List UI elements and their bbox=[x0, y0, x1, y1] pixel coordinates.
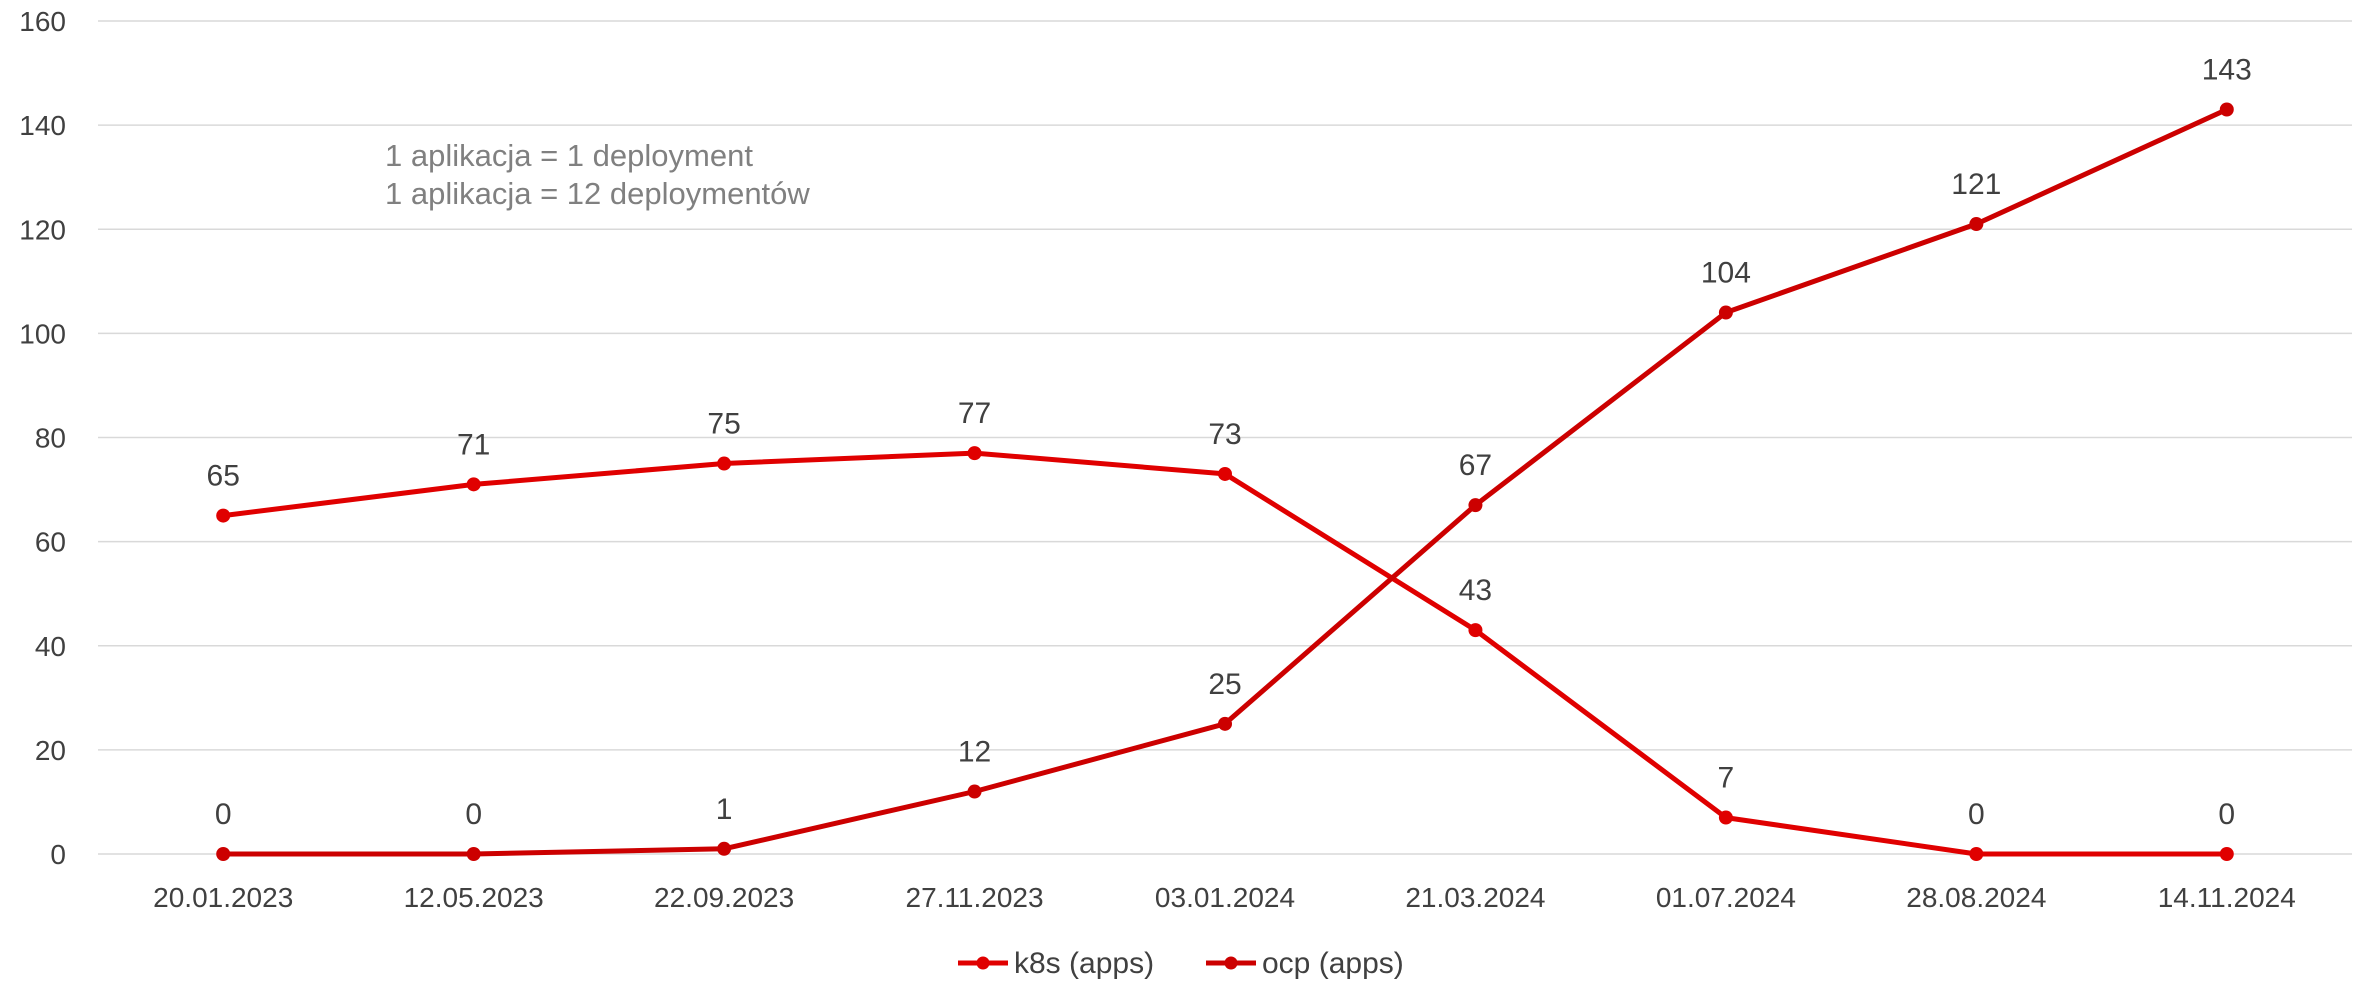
legend-label-k8s: k8s (apps) bbox=[1014, 947, 1154, 980]
data-point bbox=[1718, 810, 1733, 825]
x-tick-label: 12.05.2023 bbox=[404, 882, 544, 913]
data-point bbox=[216, 847, 231, 861]
legend-label-ocp: ocp (apps) bbox=[1262, 947, 1404, 980]
x-tick-label: 01.07.2024 bbox=[1656, 882, 1796, 913]
y-tick-label: 160 bbox=[19, 6, 66, 37]
data-point bbox=[717, 456, 732, 471]
series-line-0 bbox=[222, 450, 2227, 857]
data-point bbox=[1468, 623, 1483, 638]
data-point bbox=[1218, 716, 1232, 731]
y-axis-tick-labels: 0 20 40 60 80 100 120 140 160 bbox=[19, 6, 66, 870]
legend-marker-ocp bbox=[1224, 956, 1238, 970]
data-label: 104 bbox=[1701, 257, 1751, 290]
data-label: 0 bbox=[465, 798, 482, 831]
series-lines bbox=[216, 102, 2234, 861]
data-point bbox=[1969, 847, 1984, 861]
y-tick-label: 0 bbox=[50, 839, 66, 870]
y-tick-label: 40 bbox=[35, 631, 66, 662]
data-label: 65 bbox=[207, 460, 240, 493]
x-tick-label: 21.03.2024 bbox=[1405, 882, 1545, 913]
data-label: 0 bbox=[2218, 798, 2235, 831]
data-point bbox=[466, 847, 481, 861]
x-tick-label: 22.09.2023 bbox=[654, 882, 794, 913]
gridlines bbox=[98, 20, 2352, 855]
data-point bbox=[1718, 305, 1733, 320]
x-tick-label: 20.01.2023 bbox=[153, 882, 293, 913]
x-tick-label: 14.11.2024 bbox=[2158, 882, 2296, 913]
data-point bbox=[967, 784, 982, 799]
legend-marker-k8s bbox=[976, 956, 990, 970]
data-label: 73 bbox=[1208, 418, 1241, 451]
y-tick-label: 100 bbox=[19, 318, 66, 349]
data-point bbox=[717, 841, 732, 856]
data-label: 1 bbox=[716, 793, 733, 826]
data-point bbox=[967, 446, 982, 461]
data-label: 25 bbox=[1208, 668, 1241, 701]
data-label: 77 bbox=[958, 397, 991, 430]
x-axis-tick-labels: 20.01.2023 12.05.2023 22.09.2023 27.11.2023… bbox=[153, 882, 2296, 913]
annotation-line-1: 1 aplikacja = 1 deployment bbox=[385, 138, 753, 173]
data-point bbox=[2219, 102, 2234, 117]
x-tick-label: 28.08.2024 bbox=[1906, 882, 2046, 913]
data-label: 0 bbox=[215, 798, 232, 831]
x-tick-label: 27.11.2023 bbox=[906, 882, 1044, 913]
data-label: 43 bbox=[1459, 574, 1492, 607]
data-label: 0 bbox=[1968, 798, 1985, 831]
data-point bbox=[1468, 498, 1483, 513]
y-tick-label: 60 bbox=[35, 527, 66, 558]
y-tick-label: 80 bbox=[35, 423, 66, 454]
data-label: 12 bbox=[958, 736, 991, 769]
data-point bbox=[216, 508, 231, 523]
y-tick-label: 120 bbox=[19, 214, 66, 245]
legend: k8s (apps) ocp (apps) bbox=[958, 947, 1404, 980]
data-point bbox=[466, 477, 481, 492]
data-label: 121 bbox=[1951, 168, 2001, 201]
y-tick-label: 20 bbox=[35, 735, 66, 766]
data-label: 75 bbox=[707, 408, 740, 441]
data-point bbox=[1218, 466, 1232, 481]
data-label: 67 bbox=[1459, 449, 1492, 482]
y-tick-label: 140 bbox=[19, 110, 66, 141]
data-point bbox=[2219, 847, 2234, 861]
data-point bbox=[1969, 217, 1984, 232]
annotation-note: 1 aplikacja = 1 deployment 1 aplikacja =… bbox=[385, 138, 810, 211]
annotation-line-2: 1 aplikacja = 12 deploymentów bbox=[385, 176, 810, 211]
data-label: 7 bbox=[1718, 762, 1735, 795]
data-label: 71 bbox=[457, 428, 490, 461]
data-label: 143 bbox=[2202, 54, 2252, 87]
x-tick-label: 03.01.2024 bbox=[1155, 882, 1295, 913]
data-labels: 65 71 75 77 73 43 7 0 0 0 0 1 12 25 67 104 121 143 bbox=[207, 54, 2252, 831]
